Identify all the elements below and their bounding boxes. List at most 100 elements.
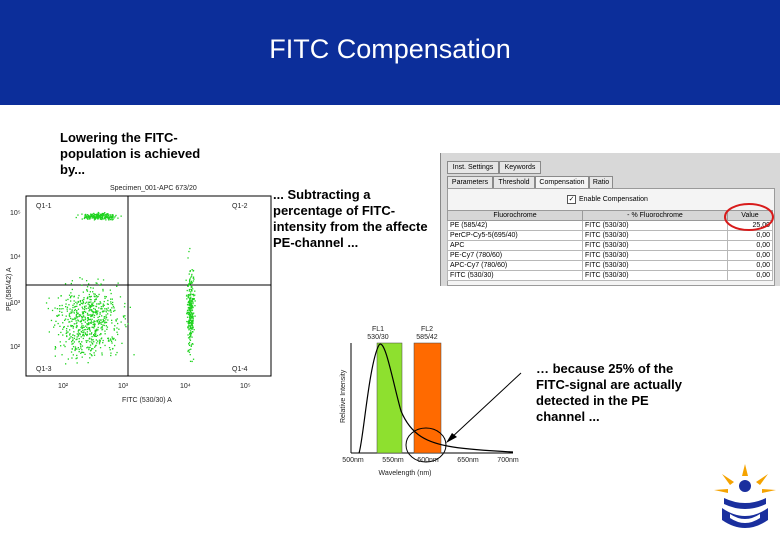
event-dot bbox=[193, 298, 195, 300]
event-dot bbox=[84, 353, 86, 355]
event-dot bbox=[97, 303, 100, 305]
event-dot bbox=[62, 322, 64, 324]
value-highlight-circle bbox=[724, 203, 774, 231]
event-dot bbox=[97, 319, 100, 321]
event-dot bbox=[65, 299, 67, 301]
event-dot bbox=[86, 290, 89, 292]
event-dot bbox=[97, 217, 99, 220]
event-dot bbox=[103, 316, 105, 318]
event-dot bbox=[90, 287, 92, 289]
event-dot bbox=[65, 315, 67, 317]
cell-value[interactable]: 0,00 bbox=[727, 240, 773, 251]
cell-value[interactable]: 0,00 bbox=[727, 270, 773, 281]
event-dot bbox=[88, 296, 91, 298]
event-dot bbox=[187, 311, 189, 313]
enable-compensation[interactable]: ✓ Enable Compensation bbox=[567, 195, 648, 204]
event-dot bbox=[189, 294, 192, 296]
event-dot bbox=[193, 329, 195, 331]
table-row[interactable]: FITC (530/30) FITC (530/30) 0,00 bbox=[447, 270, 773, 281]
cell-fluorochrome[interactable]: PE-Cy7 (780/60) bbox=[447, 250, 583, 261]
event-dot bbox=[75, 323, 77, 325]
event-dot bbox=[74, 346, 77, 348]
event-dot bbox=[105, 314, 107, 316]
event-dot bbox=[188, 325, 190, 327]
cell-minus-fluorochrome[interactable]: FITC (530/30) bbox=[582, 270, 728, 281]
event-dot bbox=[111, 342, 113, 344]
cell-fluorochrome[interactable]: PerCP-Cy5-5(695/40) bbox=[447, 230, 583, 241]
event-dot bbox=[101, 326, 103, 328]
cell-minus-fluorochrome[interactable]: FITC (530/30) bbox=[582, 240, 728, 251]
event-dot bbox=[92, 217, 94, 219]
arrow-head bbox=[446, 433, 457, 443]
cell-value[interactable]: 0,00 bbox=[727, 260, 773, 271]
event-dot bbox=[87, 215, 90, 218]
cell-fluorochrome[interactable]: APC-Cy7 (780/60) bbox=[447, 260, 583, 271]
col-minus-fluorochrome[interactable]: - % Fluorochrome bbox=[582, 210, 728, 221]
cell-minus-fluorochrome[interactable]: FITC (530/30) bbox=[582, 250, 728, 261]
event-dot bbox=[96, 320, 98, 322]
event-dot bbox=[123, 306, 126, 308]
event-dot bbox=[73, 303, 75, 305]
event-dot bbox=[94, 320, 96, 323]
event-dot bbox=[116, 331, 118, 333]
cell-minus-fluorochrome[interactable]: FITC (530/30) bbox=[582, 230, 728, 241]
event-dot bbox=[188, 320, 190, 322]
tab-inst-settings[interactable]: Inst. Settings bbox=[447, 161, 499, 174]
event-dot bbox=[188, 283, 190, 285]
event-dot bbox=[189, 314, 191, 317]
event-dot bbox=[77, 335, 80, 337]
table-row[interactable]: PerCP-Cy5-5(695/40) FITC (530/30) 0,00 bbox=[447, 230, 773, 241]
event-dot bbox=[191, 293, 193, 296]
event-dot bbox=[73, 306, 76, 308]
event-dot bbox=[73, 300, 75, 302]
event-dot bbox=[117, 333, 119, 336]
event-dot bbox=[98, 307, 100, 309]
event-dot bbox=[73, 337, 75, 339]
event-dot bbox=[115, 319, 117, 321]
cell-minus-fluorochrome[interactable]: FITC (530/30) bbox=[582, 220, 728, 231]
cell-minus-fluorochrome[interactable]: FITC (530/30) bbox=[582, 260, 728, 271]
event-dot bbox=[86, 320, 89, 322]
event-dot bbox=[112, 305, 115, 308]
event-dot bbox=[86, 214, 89, 216]
cell-fluorochrome[interactable]: FITC (530/30) bbox=[447, 270, 583, 281]
cell-value[interactable]: 0,00 bbox=[727, 230, 773, 241]
table-row[interactable]: PE-Cy7 (780/60) FITC (530/30) 0,00 bbox=[447, 250, 773, 261]
event-dot bbox=[191, 314, 194, 316]
enable-compensation-checkbox[interactable]: ✓ bbox=[567, 195, 576, 204]
cell-fluorochrome[interactable]: PE (585/42) bbox=[447, 220, 583, 231]
table-row[interactable]: APC FITC (530/30) 0,00 bbox=[447, 240, 773, 251]
event-dot bbox=[189, 270, 191, 272]
event-dot bbox=[67, 325, 69, 327]
event-dot bbox=[187, 285, 189, 287]
event-dot bbox=[96, 282, 98, 284]
cell-fluorochrome[interactable]: APC bbox=[447, 240, 583, 251]
cell-value[interactable]: 0,00 bbox=[727, 250, 773, 261]
col-fluorochrome[interactable]: Fluorochrome bbox=[447, 210, 583, 221]
event-dot bbox=[89, 296, 92, 298]
event-dot bbox=[108, 310, 110, 312]
tab-keywords[interactable]: Keywords bbox=[499, 161, 541, 174]
event-dot bbox=[69, 308, 71, 310]
event-dot bbox=[89, 318, 91, 320]
event-dot bbox=[76, 311, 78, 313]
event-dot bbox=[189, 297, 192, 300]
event-dot bbox=[78, 294, 80, 297]
event-dot bbox=[88, 293, 90, 296]
event-dot bbox=[106, 216, 108, 219]
event-dot bbox=[188, 316, 191, 318]
title-banner: FITC Compensation bbox=[0, 0, 780, 105]
filter-fl2-band-rect bbox=[413, 342, 442, 454]
event-dot bbox=[88, 304, 90, 306]
event-dot bbox=[78, 351, 80, 353]
event-dot bbox=[54, 355, 56, 357]
event-dot bbox=[89, 216, 91, 219]
table-row[interactable]: APC-Cy7 (780/60) FITC (530/30) 0,00 bbox=[447, 260, 773, 271]
event-dot bbox=[82, 329, 84, 331]
event-dot bbox=[192, 305, 194, 307]
event-dot bbox=[67, 358, 69, 360]
event-dot bbox=[188, 300, 191, 302]
filter-fl1-band-rect bbox=[376, 342, 403, 454]
x-tick-3: 10⁴ bbox=[180, 383, 191, 390]
event-dot bbox=[77, 320, 79, 322]
